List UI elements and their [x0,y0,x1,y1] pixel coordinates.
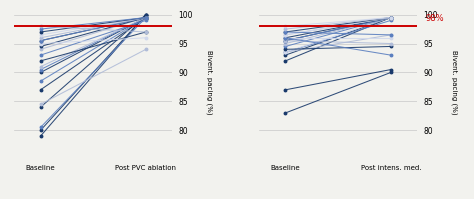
Text: 98%: 98% [426,15,444,23]
Y-axis label: Bivent. pacing (%): Bivent. pacing (%) [206,50,212,115]
Y-axis label: Bivent. pacing (%): Bivent. pacing (%) [451,50,457,115]
